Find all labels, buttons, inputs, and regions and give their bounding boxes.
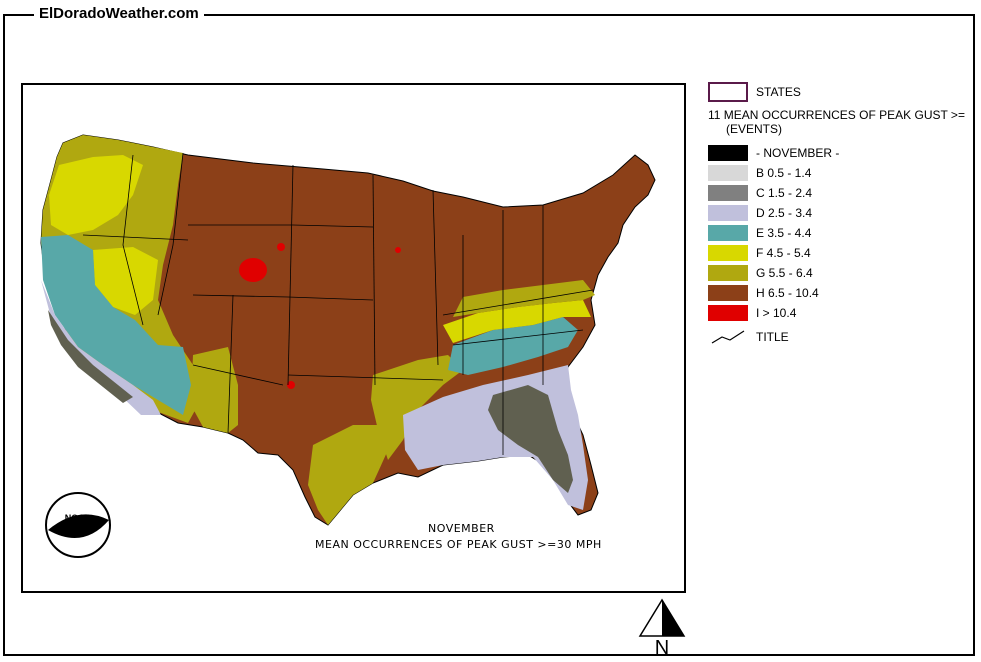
zone-g-texas-coast xyxy=(308,425,388,525)
zone-c-california xyxy=(48,310,133,403)
map-panel: NOAA NOVEMBER MEAN OCCURRENCES OF PEAK G… xyxy=(21,83,686,593)
north-label: N xyxy=(655,637,669,658)
legend-swatch xyxy=(708,285,748,301)
states-swatch xyxy=(708,82,748,102)
zone-f-northwest xyxy=(49,155,143,235)
us-map: NOAA xyxy=(40,134,656,558)
zone-i-spot-1 xyxy=(277,243,285,251)
legend-class-label: - NOVEMBER - xyxy=(756,146,840,160)
legend-class-row[interactable]: G 5.5 - 6.4 xyxy=(708,263,813,283)
legend-swatch xyxy=(708,225,748,241)
legend-class-label: D 2.5 - 3.4 xyxy=(756,206,813,220)
legend-swatch xyxy=(708,165,748,181)
legend-swatch xyxy=(708,185,748,201)
state-boundaries xyxy=(82,152,594,455)
legend-class-row[interactable]: E 3.5 - 4.4 xyxy=(708,223,811,243)
zone-i-spot-2 xyxy=(287,381,295,389)
noaa-logo: NOAA xyxy=(45,492,111,558)
legend-swatch xyxy=(708,145,748,161)
legend-title-label: TITLE xyxy=(756,330,789,344)
legend-title-row[interactable]: TITLE xyxy=(708,327,789,347)
zone-e-appalachia xyxy=(448,317,578,375)
legend-metric-title: 11 MEAN OCCURRENCES OF PEAK GUST >= xyxy=(708,108,965,122)
legend-class-label: I > 10.4 xyxy=(756,306,797,320)
legend-swatch xyxy=(708,205,748,221)
legend-class-label: F 4.5 - 5.4 xyxy=(756,246,811,260)
legend-class-row[interactable]: C 1.5 - 2.4 xyxy=(708,183,812,203)
legend-class-row[interactable]: I > 10.4 xyxy=(708,303,796,323)
title-line-icon xyxy=(711,330,745,344)
legend-class-label: B 0.5 - 1.4 xyxy=(756,166,812,180)
map-caption-month: NOVEMBER xyxy=(428,522,495,535)
zone-f-ohio-valley xyxy=(443,300,591,343)
zone-g-gulf xyxy=(371,355,463,460)
legend-class-row[interactable]: - NOVEMBER - xyxy=(708,143,839,163)
north-arrow-icon: N xyxy=(638,598,686,658)
legend-metric-units: (EVENTS) xyxy=(726,122,783,136)
legend-swatch xyxy=(708,245,748,261)
legend-class-row[interactable]: D 2.5 - 3.4 xyxy=(708,203,812,223)
legend-class-row[interactable]: H 6.5 - 10.4 xyxy=(708,283,819,303)
legend-class-label: H 6.5 - 10.4 xyxy=(756,286,819,300)
zone-i-wyoming xyxy=(239,258,267,282)
zone-i-spot-3 xyxy=(395,247,401,253)
legend-swatch xyxy=(708,265,748,281)
legend-states-label: STATES xyxy=(756,85,801,99)
site-title[interactable]: ElDoradoWeather.com xyxy=(34,5,204,22)
legend-class-row[interactable]: F 4.5 - 5.4 xyxy=(708,243,811,263)
legend-swatch xyxy=(708,305,748,321)
zone-g-southwest xyxy=(191,347,238,433)
zone-c-georgia-florida xyxy=(488,385,573,493)
page-frame xyxy=(3,14,975,656)
legend-class-label: E 3.5 - 4.4 xyxy=(756,226,812,240)
legend-states-row[interactable]: STATES xyxy=(708,82,801,102)
map-caption-title: MEAN OCCURRENCES OF PEAK GUST >=30 MPH xyxy=(315,538,602,551)
zone-e-california xyxy=(41,235,191,415)
zone-f-great-basin xyxy=(93,247,158,315)
legend-class-row[interactable]: B 0.5 - 1.4 xyxy=(708,163,811,183)
legend-class-label: G 5.5 - 6.4 xyxy=(756,266,813,280)
legend-class-label: C 1.5 - 2.4 xyxy=(756,186,813,200)
svg-text:NOAA: NOAA xyxy=(65,513,92,523)
zone-d-california xyxy=(41,280,161,415)
